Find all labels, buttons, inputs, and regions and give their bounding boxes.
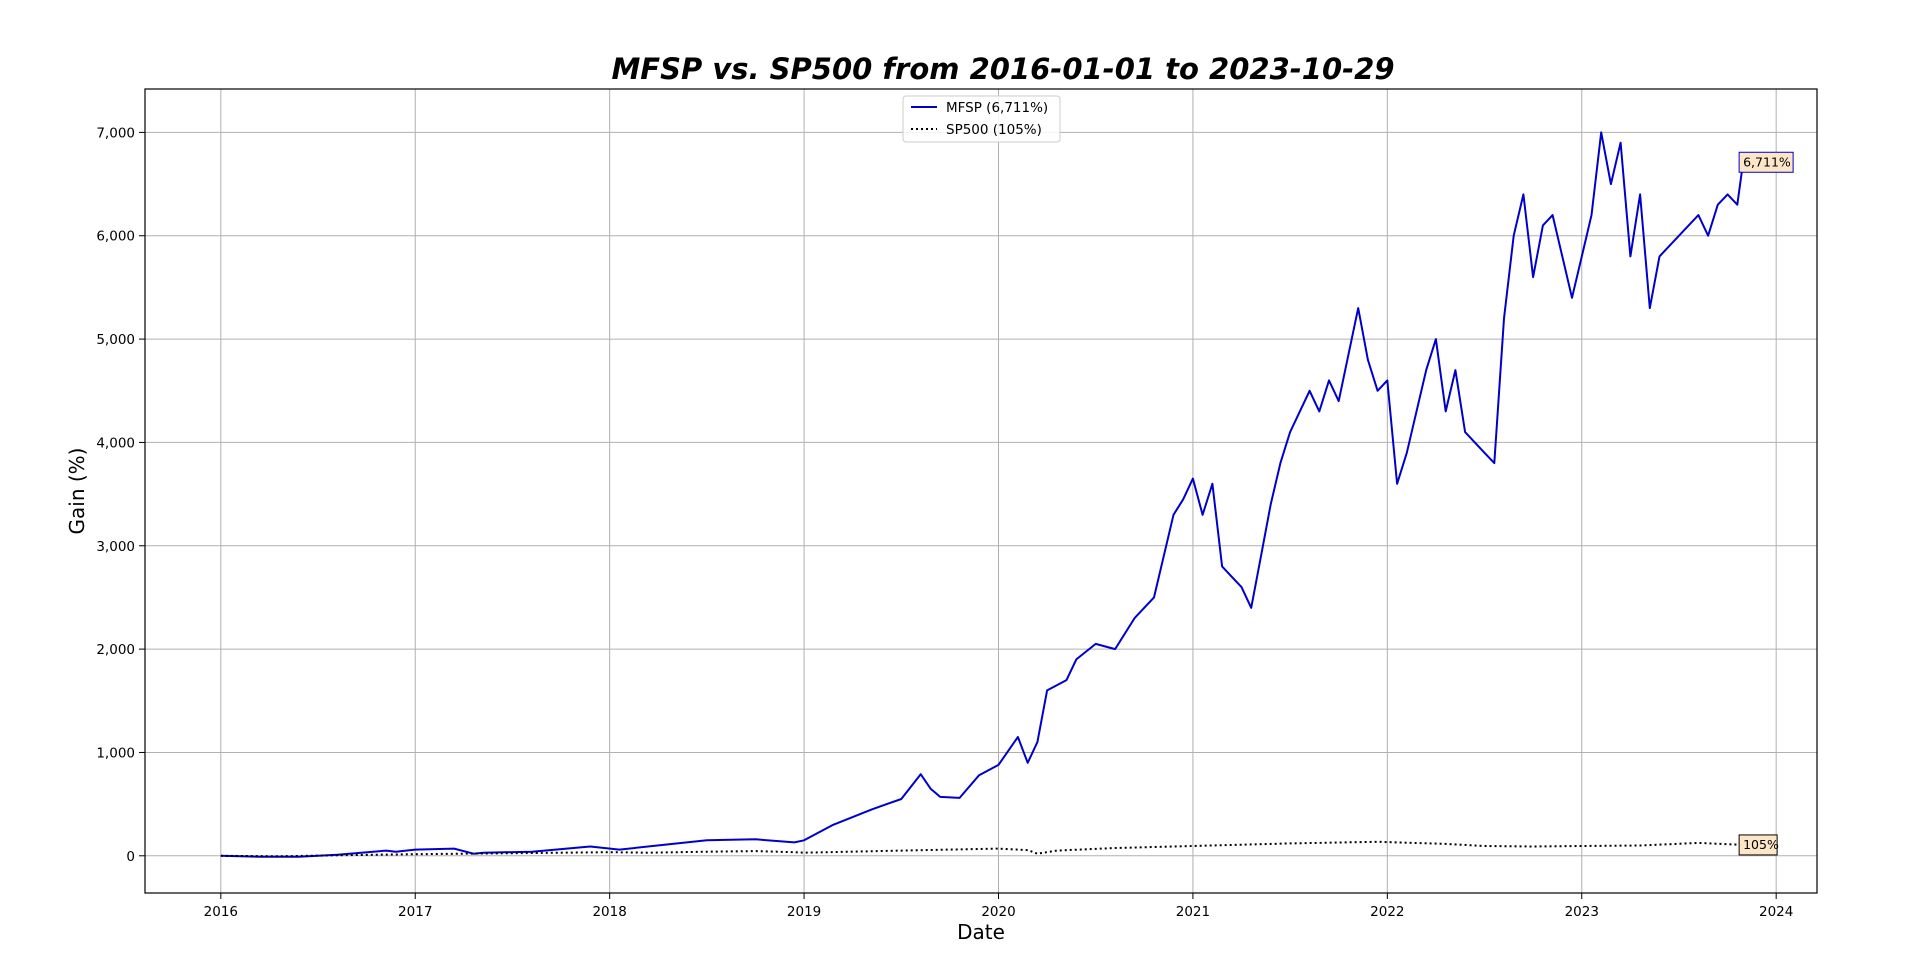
chart-title: MFSP vs. SP500 from 2016-01-01 to 2023-1… [611, 52, 1394, 86]
x-tick-label: 2020 [981, 904, 1015, 920]
x-tick-label: 2023 [1565, 904, 1599, 920]
legend-box [902, 95, 1061, 143]
series-layer [220, 131, 1745, 858]
y-tick-label: 7,000 [96, 125, 135, 141]
y-tick-label: 3,000 [96, 539, 135, 555]
x-axis-label: Date [957, 920, 1005, 944]
end-label-1: 105% [1743, 837, 1779, 852]
x-tick-label: 2016 [204, 904, 238, 920]
x-tick-label: 2018 [592, 904, 626, 920]
y-tick-label: 5,000 [96, 332, 135, 348]
end-label-box-1 [1738, 834, 1778, 856]
y-tick-label: 0 [126, 849, 135, 865]
legend: MFSP (6,711%) SP500 (105%) [902, 95, 1061, 143]
end-label-box-0 [1738, 151, 1794, 173]
y-tick-label: 2,000 [96, 642, 135, 658]
x-tick-label: 2017 [398, 904, 432, 920]
x-tick-label: 2024 [1759, 904, 1793, 920]
x-tick-label: 2022 [1370, 904, 1404, 920]
end-label-0: 6,711% [1743, 154, 1791, 169]
grid [145, 89, 1817, 893]
series-line-0 [220, 131, 1745, 858]
end-value-annotations: 6,711% 105% [1738, 151, 1794, 856]
y-tick-label: 4,000 [96, 435, 135, 451]
x-tick-label: 2021 [1176, 904, 1210, 920]
x-tick-label: 2019 [787, 904, 821, 920]
y-axis-label: Gain (%) [65, 448, 89, 535]
y-axis-ticks: 0 1,000 2,000 3,000 4,000 5,000 6,000 7,000 [96, 125, 145, 865]
x-axis-ticks: 2016 2017 2018 2019 2020 2021 2022 2023 2024 [204, 893, 1793, 920]
legend-label-mfsp: MFSP (6,711%) [946, 100, 1048, 116]
plot-area-frame [144, 88, 1818, 894]
y-tick-label: 1,000 [96, 745, 135, 761]
y-tick-label: 6,000 [96, 229, 135, 245]
legend-label-sp500: SP500 (105%) [946, 122, 1042, 138]
